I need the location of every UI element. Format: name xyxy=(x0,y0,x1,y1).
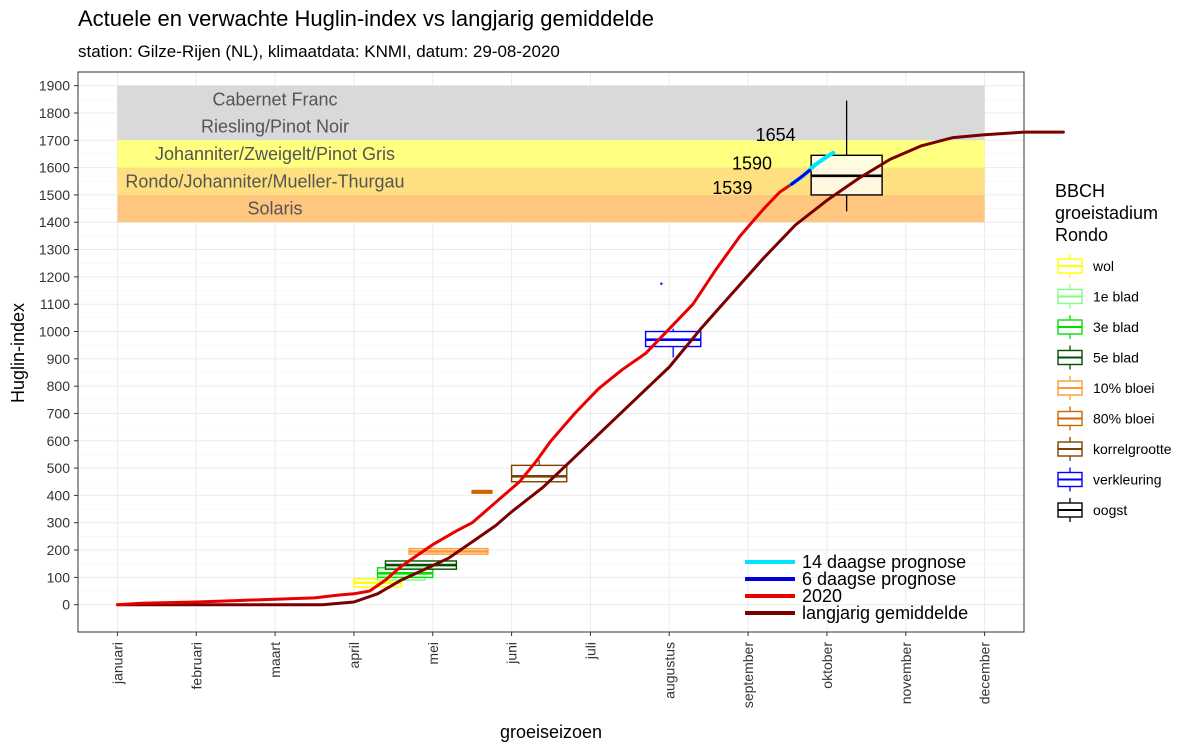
chart-subtitle: station: Gilze-Rijen (NL), klimaatdata: … xyxy=(78,42,560,61)
legend-title-line: groeistadium xyxy=(1055,203,1158,223)
y-tick-label: 600 xyxy=(47,433,71,449)
plot-border xyxy=(77,71,1025,633)
band-5 xyxy=(117,194,985,223)
x-tick-label: juli xyxy=(582,642,598,660)
x-tick-label: december xyxy=(977,642,993,705)
box-80-bloei xyxy=(471,489,493,494)
y-tick-label: 1500 xyxy=(39,187,70,203)
line-legend-label: 14 daagse prognose xyxy=(802,552,966,572)
box-5e-blad xyxy=(384,560,458,570)
series-2020 xyxy=(115,182,793,607)
y-tick-label: 100 xyxy=(47,569,71,585)
legend-item: korrelgrootte xyxy=(1057,437,1172,461)
legend-label: wol xyxy=(1092,258,1114,274)
legend-label: verkleuring xyxy=(1093,472,1161,488)
x-tick-label: november xyxy=(898,642,914,705)
band-label-4: Rondo/Johanniter/Mueller-Thurgau xyxy=(125,171,404,191)
value-annotation-2: 1590 xyxy=(732,154,772,174)
x-tick-label: september xyxy=(740,642,756,708)
legend-item: 3e blad xyxy=(1057,315,1139,339)
y-tick-label: 1800 xyxy=(39,105,70,121)
y-tick-label: 1000 xyxy=(39,324,70,340)
legend-label: oogst xyxy=(1093,502,1127,518)
y-tick-label: 1400 xyxy=(39,214,70,230)
legend-item: 10% bloei xyxy=(1057,376,1155,400)
chart-title: Actuele en verwachte Huglin-index vs lan… xyxy=(78,6,654,31)
x-tick-label: oktober xyxy=(819,642,835,689)
legend-item: oogst xyxy=(1057,498,1127,522)
plot-area: Cabernet Franc Riesling/Pinot Noir Johanni… xyxy=(39,71,1065,708)
y-tick-label: 1700 xyxy=(39,132,70,148)
legend-title-line: Rondo xyxy=(1055,225,1108,245)
x-tick-label: augustus xyxy=(661,642,677,699)
y-tick-label: 200 xyxy=(47,542,71,558)
y-tick-label: 300 xyxy=(47,515,71,531)
line-legend-label: 6 daagse prognose xyxy=(802,569,956,589)
line-legend-label: langjarig gemiddelde xyxy=(802,603,968,623)
value-annotation-3: 1539 xyxy=(712,178,752,198)
value-annotation-1: 1654 xyxy=(756,125,796,145)
x-axis-title: groeiseizoen xyxy=(500,722,602,742)
y-tick-label: 1600 xyxy=(39,160,70,176)
band-label-2: Riesling/Pinot Noir xyxy=(201,117,349,137)
x-tick-label: juni xyxy=(504,642,520,665)
band-label-1: Cabernet Franc xyxy=(212,89,337,109)
legend-label: 1e blad xyxy=(1093,289,1139,305)
box-outlier xyxy=(660,282,663,285)
x-tick-label: april xyxy=(346,642,362,668)
y-tick-label: 0 xyxy=(62,597,70,613)
band-label-5: Solaris xyxy=(247,199,302,219)
y-tick-label: 500 xyxy=(47,460,71,476)
legend-item: wol xyxy=(1057,254,1114,278)
legend-label: korrelgrootte xyxy=(1093,441,1172,457)
y-tick-label: 1200 xyxy=(39,269,70,285)
y-tick-label: 1100 xyxy=(40,296,70,312)
y-tick-label: 400 xyxy=(47,487,71,503)
legend-label: 10% bloei xyxy=(1093,380,1155,396)
legend-title-line: BBCH xyxy=(1055,181,1105,201)
legend-item: 5e blad xyxy=(1057,345,1139,370)
legend-item: verkleuring xyxy=(1057,467,1161,492)
band-label-3: Johanniter/Zweigelt/Pinot Gris xyxy=(155,144,395,164)
series-langjarig-gemiddelde xyxy=(115,130,1065,607)
y-axis-title: Huglin-index xyxy=(8,303,28,403)
x-tick-label: mei xyxy=(425,642,441,665)
y-tick-label: 800 xyxy=(47,378,71,394)
x-tick-label: februari xyxy=(188,642,204,689)
legend-label: 3e blad xyxy=(1093,319,1139,335)
legend-item: 80% bloei xyxy=(1057,406,1155,431)
y-tick-label: 700 xyxy=(47,405,71,421)
band-2 xyxy=(117,112,985,141)
line-legend-label: 2020 xyxy=(802,586,842,606)
x-tick-label: maart xyxy=(267,642,283,678)
x-tick-label: januari xyxy=(109,642,125,685)
legend-label: 80% bloei xyxy=(1093,411,1155,427)
y-tick-label: 1300 xyxy=(39,242,70,258)
band-1 xyxy=(117,85,985,113)
legend-item: 1e blad xyxy=(1057,284,1139,309)
y-tick-label: 1900 xyxy=(39,78,70,94)
series-6-daagse-prognose xyxy=(789,168,812,186)
y-tick-label: 900 xyxy=(47,351,71,367)
legend-label: 5e blad xyxy=(1093,350,1139,366)
